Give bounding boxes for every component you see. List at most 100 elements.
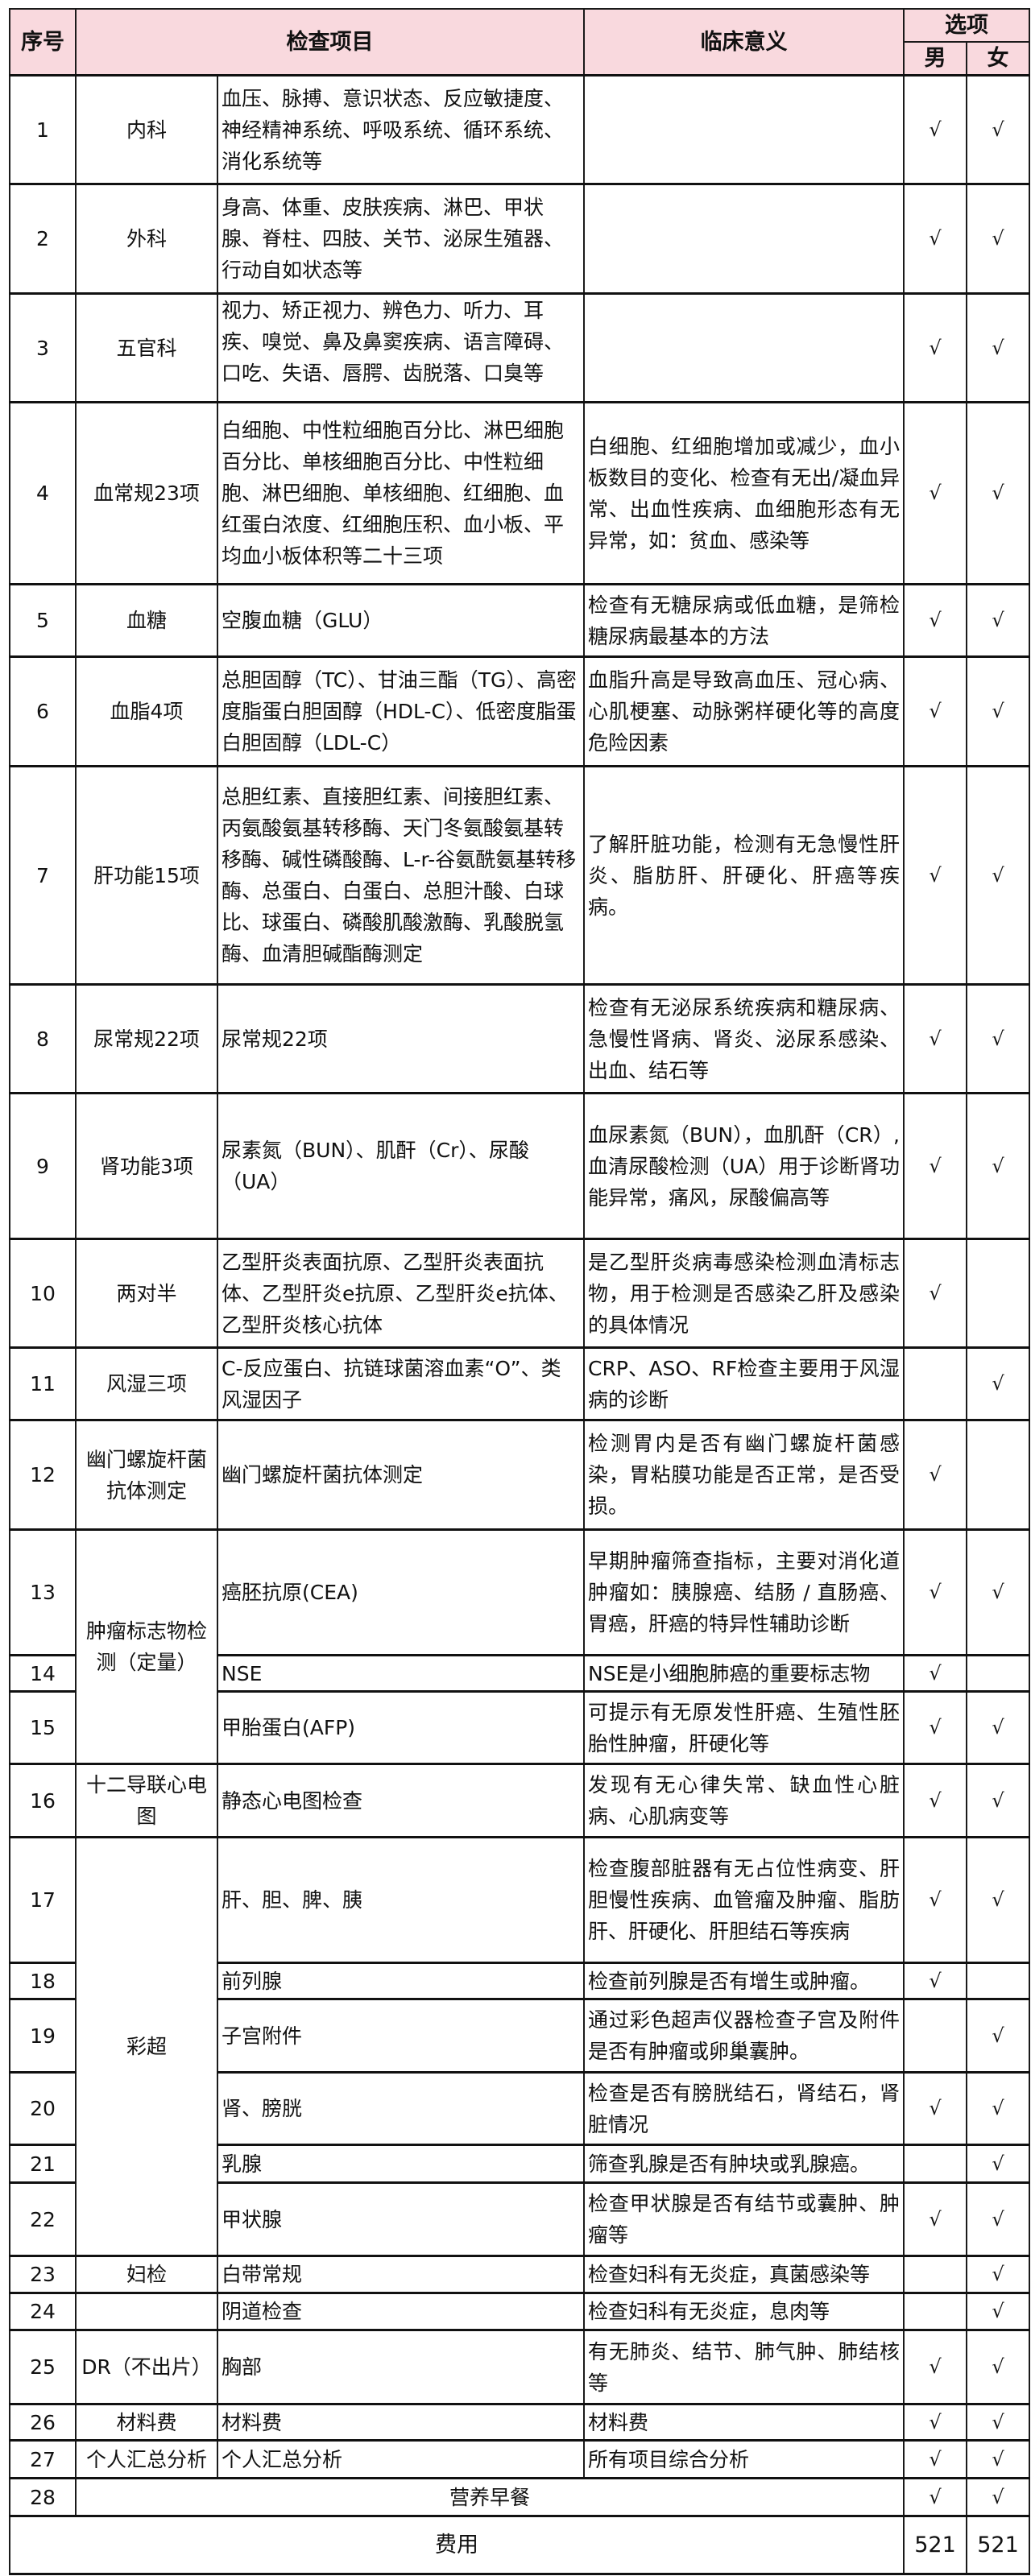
female-check-cell: √: [966, 292, 1030, 403]
meaning-cell: 检查妇科有无炎症，息肉等: [583, 2292, 905, 2331]
table-row: 23 妇检 白带常规 检查妇科有无炎症，真菌感染等 √: [9, 2255, 1030, 2294]
male-check-cell: [903, 2255, 967, 2294]
male-check-cell: √: [903, 2071, 967, 2146]
row-number: 12: [9, 1419, 77, 1531]
female-check-cell: √: [966, 2292, 1030, 2331]
items-cell: 个人汇总分析: [217, 2439, 585, 2479]
meaning-cell: 通过彩色超声仪器检查子宫及附件是否有肿瘤或卵巢囊肿。: [583, 1998, 905, 2074]
meaning-cell: 发现有无心律失常、缺血性心脏病、心肌病变等: [583, 1763, 905, 1838]
male-check-cell: √: [903, 1092, 967, 1240]
meaning-cell: 材料费: [583, 2403, 905, 2442]
male-check-cell: √: [903, 1836, 967, 1964]
female-check-cell: [966, 1962, 1030, 2000]
female-check-cell: √: [966, 1690, 1030, 1765]
female-check-cell: √: [966, 2255, 1030, 2294]
row-number: 18: [9, 1962, 77, 2000]
table-row: 8 尿常规22项 尿常规22项 检查有无泌尿系统疾病和糖尿病、急慢性肾病、肾炎、泌尿系…: [9, 983, 1030, 1094]
male-check-cell: √: [903, 1962, 967, 2000]
male-check-cell: √: [903, 1419, 967, 1531]
male-check-cell: √: [903, 2403, 967, 2442]
female-check-cell: √: [966, 2071, 1030, 2146]
table-row: 22 甲状腺 检查甲状腺是否有结节或囊肿、肿瘤等 √ √: [9, 2181, 1030, 2257]
items-cell: 甲胎蛋白(AFP): [217, 1690, 585, 1765]
category-cell: 血糖: [75, 583, 218, 658]
merged-item: 营养早餐: [75, 2477, 905, 2517]
table-row: 12 幽门螺旋杆菌抗体测定 幽门螺旋杆菌抗体测定 检测胃内是否有幽门螺旋杆菌感染，胃粘…: [9, 1419, 1030, 1531]
table-row: 6 血脂4项 总胆固醇（TC）、甘油三酯（TG）、高密度脂蛋白胆固醇（HDL-C）、…: [9, 655, 1030, 767]
row-number: 17: [9, 1836, 77, 1964]
row-number: 2: [9, 183, 77, 295]
row-number: 15: [9, 1690, 77, 1765]
male-check-cell: [903, 1346, 967, 1421]
category-cell: 彩超: [75, 1836, 218, 2257]
items-cell: 尿常规22项: [217, 983, 585, 1094]
female-check-cell: √: [966, 401, 1030, 585]
items-cell: 白细胞、中性粒细胞百分比、淋巴细胞百分比、单核细胞百分比、中性粒细胞、淋巴细胞、…: [217, 401, 585, 585]
table-row: 17 彩超 肝、胆、脾、胰 检查腹部脏器有无占位性病变、肝胆慢性疾病、血管瘤及肿瘤、脂…: [9, 1836, 1030, 2257]
header-options: 选项: [903, 8, 1030, 43]
row-number: 3: [9, 292, 77, 403]
category-cell: 个人汇总分析: [75, 2439, 218, 2479]
category-cell: 内科: [75, 74, 218, 185]
table-row: 1 内科 血压、脉搏、意识状态、反应敏捷度、神经精神系统、呼吸系统、循环系统、消化系…: [9, 74, 1030, 185]
table-row: 4 血常规23项 白细胞、中性粒细胞百分比、淋巴细胞百分比、单核细胞百分比、中性粒细…: [9, 401, 1030, 585]
items-cell: 血压、脉搏、意识状态、反应敏捷度、神经精神系统、呼吸系统、循环系统、消化系统等: [217, 74, 585, 185]
table-row: 3 五官科 视力、矫正视力、辨色力、听力、耳疾、嗅觉、鼻及鼻窦疾病、语言障碍、口吃、…: [9, 292, 1030, 403]
header-meaning: 临床意义: [583, 8, 905, 76]
meaning-cell: 血尿素氮（BUN），血肌酐（CR）,血清尿酸检测（UA）用于诊断肾功能异常，痛风…: [583, 1092, 905, 1240]
row-number: 4: [9, 401, 77, 585]
male-check-cell: √: [903, 1528, 967, 1656]
meaning-cell: 筛查乳腺是否有肿块或乳腺癌。: [583, 2144, 905, 2184]
female-check-cell: √: [966, 2181, 1030, 2257]
meaning-cell: 检查腹部脏器有无占位性病变、肝胆慢性疾病、血管瘤及肿瘤、脂肪肝、肝硬化、肝胆结石…: [583, 1836, 905, 1964]
female-check-cell: √: [966, 655, 1030, 767]
male-check-cell: √: [903, 292, 967, 403]
male-check-cell: √: [903, 183, 967, 295]
meaning-cell: 可提示有无原发性肝癌、生殖性胚胎性肿瘤，肝硬化等: [583, 1690, 905, 1765]
row-number: 25: [9, 2329, 77, 2405]
male-check-cell: √: [903, 2329, 967, 2405]
meaning-cell: CRP、ASO、RF检查主要用于风湿病的诊断: [583, 1346, 905, 1421]
row-number: 16: [9, 1763, 77, 1838]
category-cell: [75, 2292, 218, 2331]
row-number: 19: [9, 1998, 77, 2074]
female-check-cell: √: [966, 983, 1030, 1094]
female-check-cell: √: [966, 2329, 1030, 2405]
meaning-cell: 是乙型肝炎病毒感染检测血清标志物，用于检测是否感染乙肝及感染的具体情况: [583, 1238, 905, 1349]
items-cell: 总胆固醇（TC）、甘油三酯（TG）、高密度脂蛋白胆固醇（HDL-C）、低密度脂蛋…: [217, 655, 585, 767]
fee-row: 费用 521 521: [9, 2515, 1030, 2575]
female-check-cell: √: [966, 2439, 1030, 2479]
header-no: 序号: [9, 8, 77, 76]
female-check-cell: √: [966, 74, 1030, 185]
items-cell: 静态心电图检查: [217, 1763, 585, 1838]
items-cell: 尿素氮（BUN）、肌酐（Cr）、尿酸（UA）: [217, 1092, 585, 1240]
meaning-cell: [583, 74, 905, 185]
meaning-cell: 血脂升高是导致高血压、冠心病、心肌梗塞、动脉粥样硬化等的高度危险因素: [583, 655, 905, 767]
meaning-cell: 检查有无泌尿系统疾病和糖尿病、急慢性肾病、肾炎、泌尿系感染、出血、结石等: [583, 983, 905, 1094]
row-number: 5: [9, 583, 77, 658]
items-cell: 白带常规: [217, 2255, 585, 2294]
items-cell: 总胆红素、直接胆红素、间接胆红素、丙氨酸氨基转移酶、天门冬氨酸氨基转移酶、碱性磷…: [217, 765, 585, 986]
row-number: 14: [9, 1654, 77, 1693]
male-check-cell: √: [903, 2181, 967, 2257]
category-cell: DR（不出片）: [75, 2329, 218, 2405]
items-cell: 空腹血糖（GLU）: [217, 583, 585, 658]
meaning-cell: NSE是小细胞肺癌的重要标志物: [583, 1654, 905, 1693]
table-row: 25 DR（不出片） 胸部 有无肺炎、结节、肺气肿、肺结核等 √ √: [9, 2329, 1030, 2405]
row-number: 20: [9, 2071, 77, 2146]
female-check-cell: √: [966, 1528, 1030, 1656]
table-row: 13 肿瘤标志物检测（定量） 癌胚抗原(CEA) 早期肿瘤筛查指标，主要对消化道肿瘤如…: [9, 1528, 1030, 1765]
table-row: 10 两对半 乙型肝炎表面抗原、乙型肝炎表面抗体、乙型肝炎e抗原、乙型肝炎e抗体、乙…: [9, 1238, 1030, 1349]
row-number: 21: [9, 2144, 77, 2184]
female-check-cell: [966, 1419, 1030, 1531]
category-cell: 血常规23项: [75, 401, 218, 585]
health-checkup-table: 序号 检查项目 临床意义 选项 男 女 1 内科 血压、脉搏、意识状态、反应敏捷度、…: [9, 8, 1030, 2575]
table-row: 7 肝功能15项 总胆红素、直接胆红素、间接胆红素、丙氨酸氨基转移酶、天门冬氨酸氨基…: [9, 765, 1030, 986]
category-cell: 十二导联心电图: [75, 1763, 218, 1838]
table-row: 2 外科 身高、体重、皮肤疾病、淋巴、甲状腺、脊柱、四肢、关节、泌尿生殖器、行动自如…: [9, 183, 1030, 295]
header-item: 检查项目: [75, 8, 585, 76]
items-cell: 胸部: [217, 2329, 585, 2405]
male-check-cell: [903, 2144, 967, 2184]
table-row: 5 血糖 空腹血糖（GLU） 检查有无糖尿病或低血糖，是筛检糖尿病最基本的方法 √ √: [9, 583, 1030, 658]
items-cell: 前列腺: [217, 1962, 585, 2000]
